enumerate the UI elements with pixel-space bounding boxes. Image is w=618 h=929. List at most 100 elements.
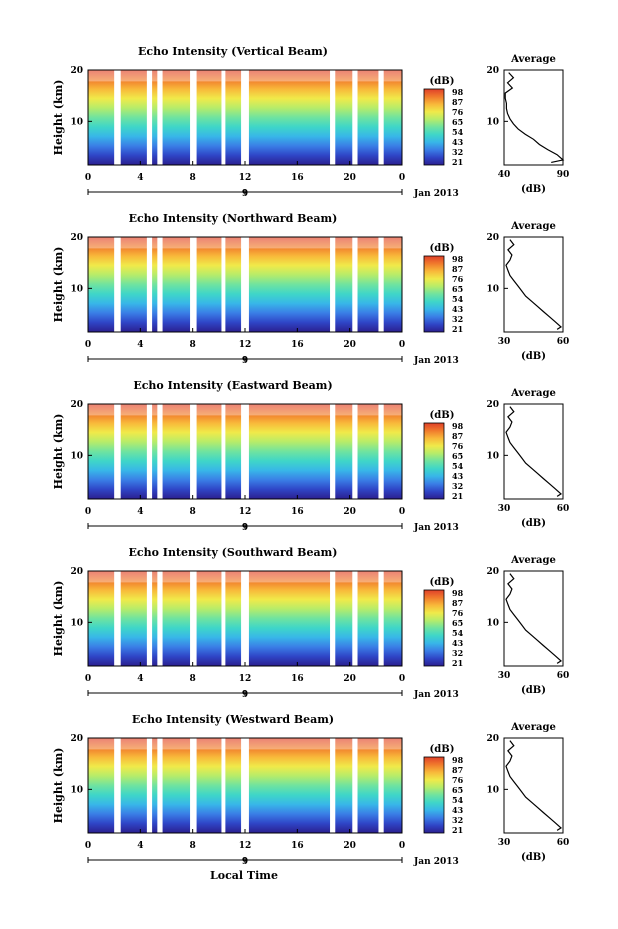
profile-x-tick-label: 30 (498, 671, 511, 681)
date-tick-label: 9 (242, 356, 248, 366)
profile-line (505, 239, 562, 330)
x-tick-label: 12 (239, 674, 252, 684)
colorbar-tick-label: 54 (452, 461, 464, 471)
panel-title: Echo Intensity (Westward Beam) (132, 713, 334, 726)
x-tick-label: 16 (291, 340, 304, 350)
data-gap (221, 404, 226, 499)
y-tick-label: 10 (70, 284, 83, 294)
colorbar-tick-label: 21 (452, 491, 463, 501)
x-tick-label: 0 (85, 340, 91, 350)
data-gap (241, 237, 249, 332)
profile-x-tick-label: 60 (557, 337, 570, 347)
colorbar-tick-label: 76 (452, 608, 464, 618)
colorbar-tick-label: 21 (452, 658, 463, 668)
profile-title: Average (510, 221, 556, 232)
colorbar-tick-label: 21 (452, 825, 463, 835)
colorbar (423, 756, 445, 834)
colorbar-tick-label: 65 (452, 117, 463, 127)
data-gap (221, 571, 226, 666)
date-tick-label: 9 (242, 189, 248, 199)
month-label: Jan 2013 (413, 857, 459, 867)
y-tick-label: 20 (70, 734, 83, 744)
colorbar-tick-label: 21 (452, 324, 463, 334)
profile-frame (503, 69, 564, 166)
panel-3: Echo Intensity (Southward Beam) 20 10 Heigh… (52, 546, 569, 700)
profile-frame (503, 737, 564, 834)
data-gap (330, 70, 336, 165)
colorbar-tick-label: 65 (452, 451, 463, 461)
profile-x-tick-label: 60 (557, 838, 570, 848)
colorbar-tick-label: 32 (452, 648, 463, 658)
x-tick-label: 8 (190, 173, 196, 183)
colorbar-tick-label: 54 (452, 127, 464, 137)
colorbar-tick-label: 21 (452, 157, 463, 167)
x-tick-label: 0 (85, 173, 91, 183)
data-gap (114, 70, 121, 165)
data-gap (378, 404, 384, 499)
data-gap (190, 237, 197, 332)
data-gap (114, 738, 121, 833)
data-gap (157, 404, 163, 499)
colorbar-label: (dB) (430, 243, 455, 254)
colorbar-tick-label: 76 (452, 107, 464, 117)
colorbar-tick-label: 43 (452, 304, 464, 314)
colorbar-tick-label: 54 (452, 628, 464, 638)
x-tick-label: 8 (190, 841, 196, 851)
data-gap (330, 571, 336, 666)
data-gap (146, 237, 153, 332)
profile-x-label: (dB) (521, 685, 546, 696)
x-tick-label: 0 (399, 173, 405, 183)
data-gap (157, 738, 163, 833)
profile-y-tick-label: 20 (486, 233, 499, 243)
profile-title: Average (510, 388, 556, 399)
profile-x-tick-label: 60 (557, 671, 570, 681)
colorbar-tick-label: 87 (452, 264, 463, 274)
colorbar-tick-label: 65 (452, 618, 463, 628)
profile-y-tick-label: 20 (486, 734, 499, 744)
profile-title: Average (510, 722, 556, 733)
data-gap (190, 404, 197, 499)
x-tick-label: 0 (85, 507, 91, 517)
data-gap (378, 571, 384, 666)
x-tick-label: 4 (137, 841, 143, 851)
profile-y-tick-label: 20 (486, 567, 499, 577)
x-tick-label: 4 (137, 173, 143, 183)
colorbar-label: (dB) (430, 76, 455, 87)
colorbar-tick-label: 32 (452, 147, 463, 157)
data-gap (378, 237, 384, 332)
profile-y-tick-label: 10 (486, 117, 499, 127)
x-tick-label: 0 (399, 841, 405, 851)
profile-x-tick-label: 90 (557, 170, 570, 180)
month-label: Jan 2013 (413, 189, 459, 199)
data-gap (157, 571, 163, 666)
y-axis-label: Height (km) (52, 748, 65, 824)
y-tick-label: 20 (70, 66, 83, 76)
profile-x-label: (dB) (521, 351, 546, 362)
profile-title: Average (510, 54, 556, 65)
y-axis-label: Height (km) (52, 247, 65, 323)
data-gap (114, 571, 121, 666)
data-gap (352, 571, 358, 666)
colorbar-tick-label: 76 (452, 775, 464, 785)
colorbar-tick-label: 54 (452, 795, 464, 805)
y-tick-label: 10 (70, 618, 83, 628)
panel-title: Echo Intensity (Northward Beam) (129, 212, 338, 225)
colorbar-label: (dB) (430, 577, 455, 588)
colorbar-tick-label: 43 (452, 805, 464, 815)
profile-title: Average (510, 555, 556, 566)
x-tick-label: 20 (343, 340, 356, 350)
data-gap (190, 571, 197, 666)
profile-y-tick-label: 20 (486, 66, 499, 76)
data-gap (378, 70, 384, 165)
profile-x-tick-label: 30 (498, 504, 511, 514)
profile-y-tick-label: 10 (486, 451, 499, 461)
colorbar-tick-label: 32 (452, 314, 463, 324)
x-tick-label: 4 (137, 674, 143, 684)
data-gap (114, 404, 121, 499)
colorbar-tick-label: 32 (452, 481, 463, 491)
y-tick-label: 20 (70, 567, 83, 577)
data-gap (352, 237, 358, 332)
y-axis-label: Height (km) (52, 581, 65, 657)
y-tick-label: 10 (70, 785, 83, 795)
